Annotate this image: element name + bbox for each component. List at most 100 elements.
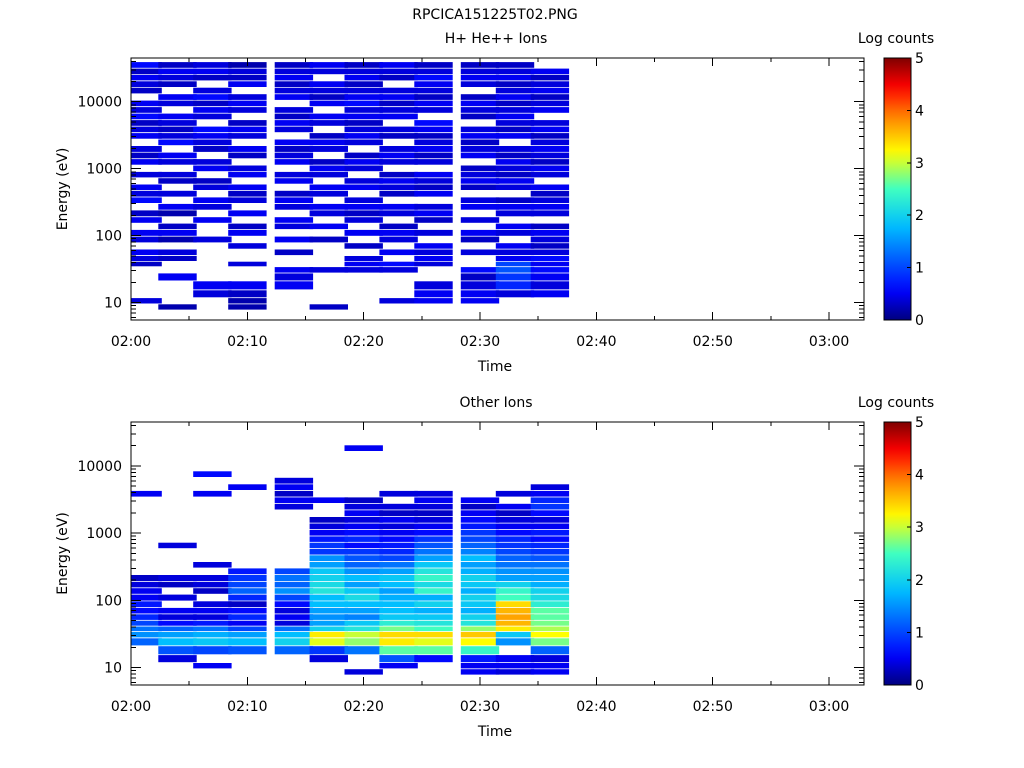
- heatmap-cell: [309, 68, 348, 75]
- heatmap-cell: [309, 655, 348, 663]
- colorbar: 0 1 2 3 4 5 Log counts: [858, 395, 934, 694]
- heatmap-cell: [379, 536, 418, 542]
- heatmap-cell: [460, 655, 500, 663]
- heatmap-cell: [158, 171, 197, 178]
- heatmap-cell: [530, 159, 570, 165]
- heatmap-cell: [530, 133, 570, 139]
- heatmap-cell: [228, 631, 267, 638]
- heatmap-cell: [309, 568, 348, 575]
- heatmap-cell: [344, 261, 383, 267]
- heatmap-cell: [228, 68, 267, 75]
- heatmap-cell: [228, 607, 267, 614]
- heatmap-cell: [158, 229, 197, 236]
- heatmap-cell: [309, 588, 348, 594]
- heatmap-cell: [379, 236, 418, 243]
- colorbar-tick-label: 5: [915, 415, 924, 431]
- heatmap-cell: [530, 510, 570, 517]
- heatmap-cell: [495, 152, 535, 159]
- heatmap-cell: [158, 94, 197, 100]
- heatmap-cell: [495, 281, 535, 290]
- heatmap-cell: [414, 178, 453, 184]
- heatmap-cell: [158, 655, 197, 663]
- heatmap-cell: [414, 620, 453, 626]
- heatmap-cell: [460, 542, 500, 549]
- heatmap-cell: [379, 663, 418, 669]
- colorbar-tick-label: 5: [915, 51, 924, 67]
- heatmap-cell: [379, 210, 418, 217]
- heatmap-cell: [530, 594, 570, 601]
- heatmap-cell: [379, 549, 418, 555]
- heatmap-cell: [530, 203, 570, 210]
- heatmap-cell: [414, 510, 453, 517]
- x-tick-label: 02:50: [693, 334, 733, 350]
- heatmap-cell: [414, 184, 453, 190]
- heatmap-cell: [309, 100, 348, 107]
- heatmap-cell: [344, 203, 383, 210]
- heatmap-cell: [379, 94, 418, 100]
- heatmap-cell: [414, 646, 453, 655]
- heatmap-cell: [131, 159, 162, 165]
- panel-title: Other Ions: [459, 395, 532, 411]
- heatmap-cell: [228, 74, 267, 81]
- heatmap-cell: [530, 588, 570, 594]
- heatmap-cell: [460, 555, 500, 562]
- heatmap-cell: [228, 197, 267, 203]
- heatmap-cell: [460, 229, 500, 236]
- heatmap-cell: [158, 646, 197, 655]
- heatmap-cell: [274, 631, 314, 638]
- heatmap-cell: [193, 94, 232, 100]
- heatmap-cell: [344, 445, 383, 451]
- heatmap-cell: [193, 159, 232, 165]
- heatmap-cell: [274, 146, 314, 152]
- colorbar-tick-label: 3: [915, 520, 924, 536]
- heatmap-cell: [344, 529, 383, 536]
- heatmap-cell: [530, 581, 570, 588]
- heatmap-cell: [158, 210, 197, 217]
- heatmap-cell: [530, 497, 570, 503]
- heatmap-cell: [460, 669, 500, 675]
- heatmap-cell: [274, 490, 314, 497]
- heatmap-cell: [379, 594, 418, 601]
- heatmap-cell: [193, 217, 232, 223]
- heatmap-cell: [274, 113, 314, 120]
- heatmap-cell: [379, 655, 418, 663]
- colorbar-gradient: [884, 422, 911, 685]
- heatmap-cell: [530, 261, 570, 267]
- heatmap-cells: [131, 445, 570, 675]
- heatmap-cell: [228, 126, 267, 133]
- heatmap-cell: [193, 236, 232, 243]
- heatmap-cell: [460, 171, 500, 178]
- heatmap-cell: [131, 581, 162, 588]
- heatmap-cell: [530, 620, 570, 626]
- heatmap-cell: [495, 113, 535, 120]
- heatmap-cell: [158, 594, 197, 601]
- heatmap-cell: [414, 581, 453, 588]
- heatmap-cell: [414, 210, 453, 217]
- heatmap-cell: [414, 517, 453, 523]
- heatmap-cell: [530, 152, 570, 159]
- heatmap-cell: [274, 588, 314, 594]
- heatmap-cell: [414, 638, 453, 646]
- heatmap-cell: [131, 113, 162, 120]
- heatmap-cell: [131, 81, 162, 87]
- heatmap-cell: [309, 165, 348, 172]
- heatmap-cell: [379, 517, 418, 523]
- heatmap-cell: [460, 549, 500, 555]
- heatmap-cell: [344, 523, 383, 530]
- heatmap-cell: [495, 588, 535, 594]
- heatmap-cell: [379, 68, 418, 75]
- heatmap-cell: [414, 281, 453, 290]
- heatmap-cell: [274, 267, 314, 273]
- heatmap-cell: [495, 243, 535, 249]
- heatmap-cell: [379, 249, 418, 256]
- heatmap-cell: [414, 87, 453, 94]
- heatmap-cell: [131, 601, 162, 608]
- heatmap-cell: [414, 529, 453, 536]
- heatmap-cell: [495, 655, 535, 663]
- heatmap-cell: [530, 68, 570, 75]
- heatmap-cell: [495, 229, 535, 236]
- heatmap-cell: [228, 133, 267, 139]
- heatmap-cell: [274, 484, 314, 490]
- heatmap-cell: [228, 223, 267, 230]
- heatmap-cell: [309, 203, 348, 210]
